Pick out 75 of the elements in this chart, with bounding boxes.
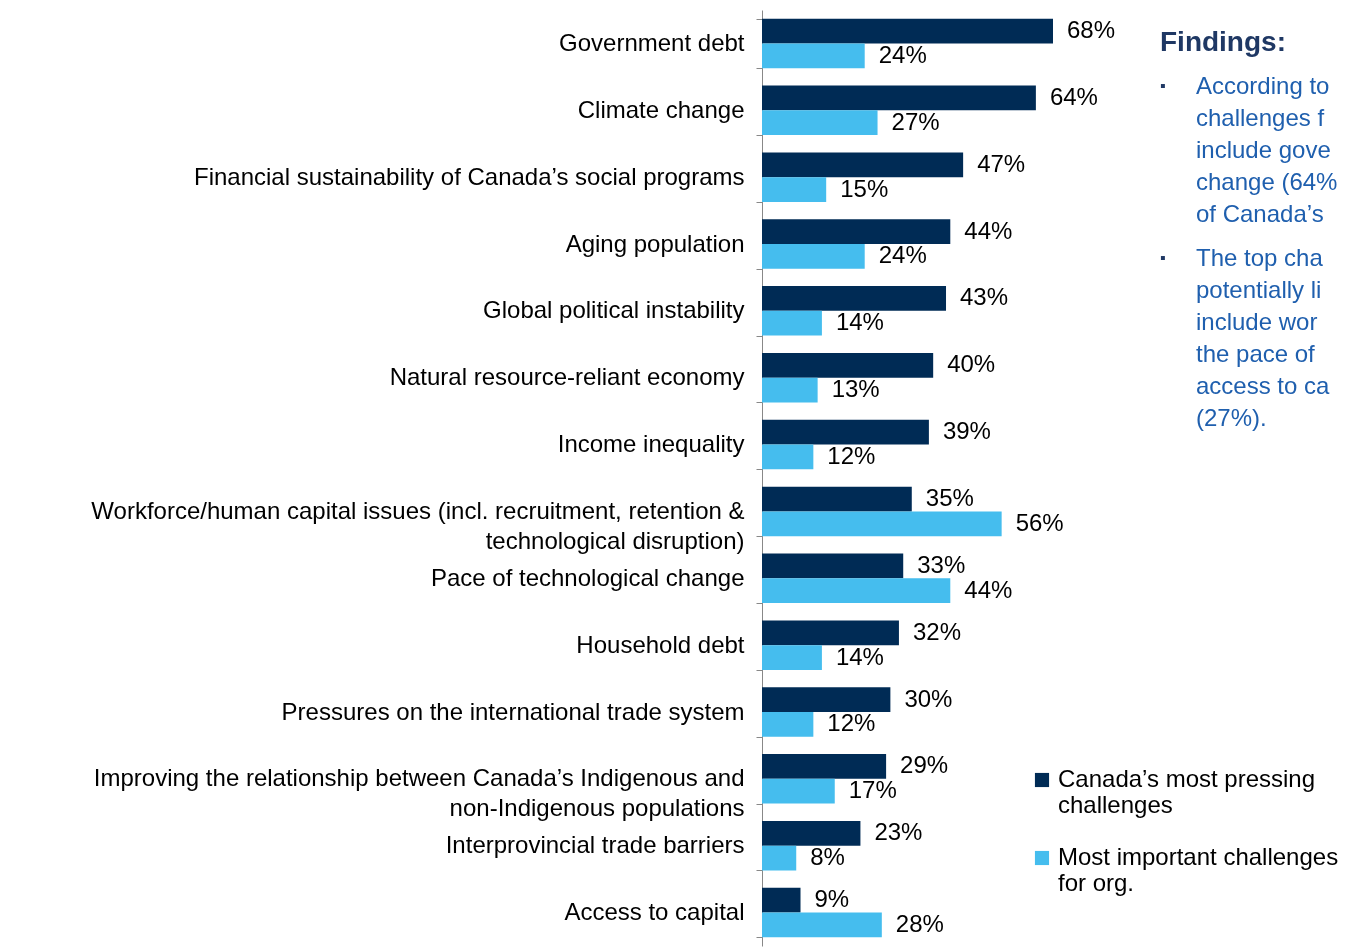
y-tick-label: Household debt xyxy=(576,630,745,658)
bar xyxy=(762,912,882,938)
y-tick-label: Government debt xyxy=(559,28,745,56)
text: ▪ The top cha potentially li include wor the pace of access to ca (27%). xyxy=(1160,244,1330,431)
y-tick-label: Climate change xyxy=(577,95,745,123)
data-label: 15% xyxy=(840,174,889,202)
bar xyxy=(762,18,1053,44)
bar xyxy=(762,244,865,269)
text: ▪ According to challenges f include gove change (64% of Canada’s xyxy=(1160,72,1338,227)
bar xyxy=(762,152,964,178)
data-label: 17% xyxy=(848,776,897,804)
data-label: 64% xyxy=(1049,82,1098,110)
data-label: 43% xyxy=(960,283,1009,311)
bar xyxy=(762,778,835,804)
y-tick-label: Aging population xyxy=(565,229,745,257)
data-label: 30% xyxy=(904,684,953,712)
data-label: 47% xyxy=(977,149,1026,177)
data-label: 56% xyxy=(1015,508,1064,536)
bar xyxy=(762,712,814,737)
y-tick-label: Income inequality xyxy=(557,430,745,458)
bar xyxy=(762,85,1036,111)
y-tick-label: Financial sustainability of Canada’s social programs xyxy=(194,162,745,190)
data-label: 24% xyxy=(878,241,927,269)
y-tick-label: Improving the relationship between Canada’s Indigenous and non-Indigenous populations xyxy=(93,764,745,822)
bar xyxy=(762,553,904,579)
y-tick-label: Natural resource-reliant economy xyxy=(389,363,745,391)
data-label: 44% xyxy=(964,216,1013,244)
bar xyxy=(762,887,801,913)
bar xyxy=(762,110,878,136)
y-tick-label: Global political instability xyxy=(483,296,745,324)
bar xyxy=(762,177,827,202)
text: Findings: xyxy=(1160,26,1287,58)
data-label: 8% xyxy=(810,843,845,871)
data-label: 14% xyxy=(835,308,884,336)
bar xyxy=(762,486,912,512)
data-label: 29% xyxy=(900,751,949,779)
data-label: 44% xyxy=(964,575,1013,603)
bar xyxy=(762,578,951,604)
data-label: 14% xyxy=(835,642,884,670)
bar xyxy=(762,645,822,670)
bar xyxy=(762,687,891,712)
y-tick-label: Pace of technological change xyxy=(430,563,745,591)
bar xyxy=(762,820,861,846)
data-label: 12% xyxy=(827,709,876,737)
data-label: 27% xyxy=(891,107,940,135)
bar xyxy=(762,419,929,445)
bar xyxy=(762,219,951,244)
data-label: 68% xyxy=(1067,16,1116,44)
bar xyxy=(762,845,797,871)
legend-label: Most important challenges for org. xyxy=(1058,843,1339,896)
data-label: 9% xyxy=(814,885,850,913)
data-label: 32% xyxy=(912,617,961,645)
y-tick-label: Interprovincial trade barriers xyxy=(445,831,745,859)
data-label: 24% xyxy=(878,40,927,68)
bar xyxy=(762,620,899,646)
data-label: 13% xyxy=(831,375,880,403)
y-tick-label: Workforce/human capital issues (incl. recruitment, retention & technological disruption) xyxy=(91,496,745,554)
data-label: 33% xyxy=(917,550,966,578)
legend-label: Canada’s most pressing challenges xyxy=(1058,765,1316,818)
bar xyxy=(762,352,934,378)
bar xyxy=(762,286,947,311)
data-label: 28% xyxy=(895,909,944,937)
data-label: 39% xyxy=(942,417,991,445)
data-label: 35% xyxy=(925,484,974,512)
y-tick-label: Access to capital xyxy=(564,898,745,926)
bar xyxy=(762,43,865,69)
bar xyxy=(762,377,818,403)
bar xyxy=(762,310,822,336)
data-label: 12% xyxy=(827,441,876,469)
bar xyxy=(762,754,887,779)
y-tick-label: Pressures on the international trade system xyxy=(281,697,745,725)
data-label: 40% xyxy=(947,350,996,378)
bar xyxy=(762,511,1002,537)
bar xyxy=(762,444,814,470)
data-label: 23% xyxy=(874,818,923,846)
